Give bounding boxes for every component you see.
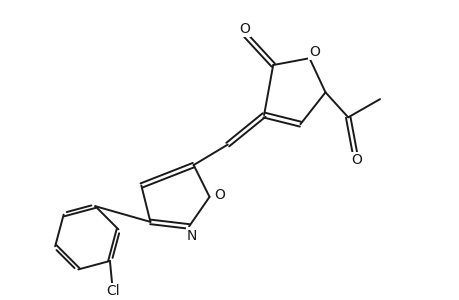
- Text: Cl: Cl: [106, 284, 120, 298]
- Text: O: O: [239, 22, 249, 36]
- Text: O: O: [309, 45, 320, 59]
- Text: O: O: [213, 188, 224, 202]
- Text: N: N: [186, 229, 196, 242]
- Text: O: O: [351, 153, 362, 167]
